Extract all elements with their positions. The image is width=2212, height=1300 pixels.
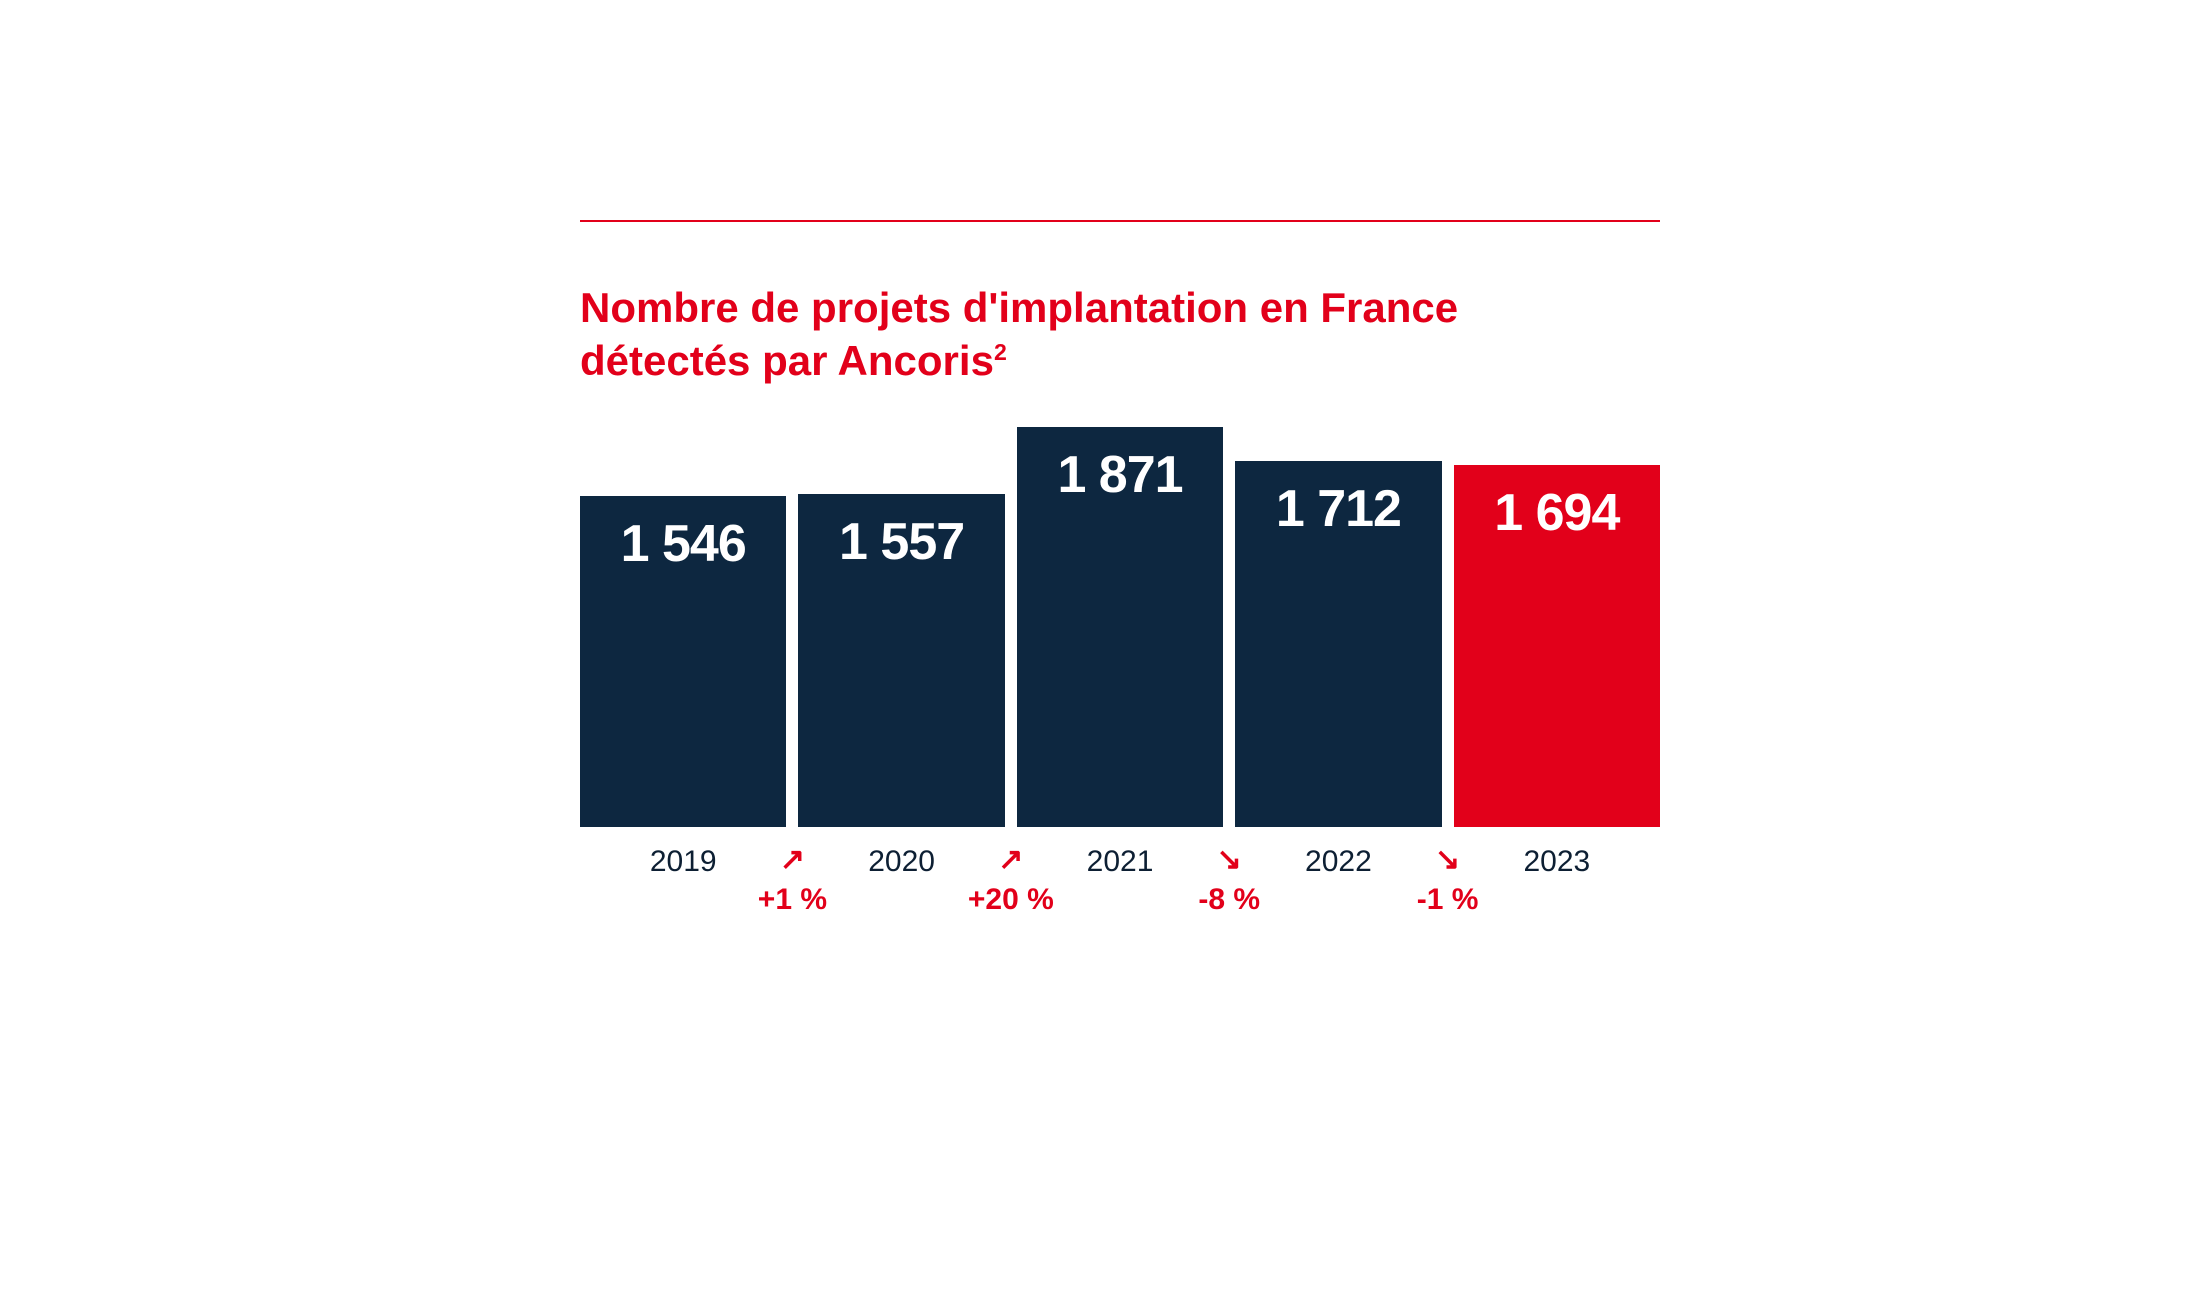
- arrow-down-icon: ↘: [1435, 845, 1460, 875]
- bar-2020: 1 557: [798, 494, 1004, 827]
- delta-cell-0: ↗ +1 %: [786, 845, 798, 879]
- year-cell-2023: 2023: [1454, 845, 1660, 879]
- arrow-up-icon: ↗: [780, 845, 805, 875]
- bar-value-2019: 1 546: [621, 496, 746, 574]
- delta-3: ↘ -1 %: [1417, 845, 1479, 917]
- bar-value-2020: 1 557: [839, 494, 964, 572]
- bar-2023: 1 694: [1454, 465, 1660, 827]
- year-label-2019: 2019: [650, 845, 717, 878]
- delta-cell-3: ↘ -1 %: [1442, 845, 1454, 879]
- chart-title-footnote: 2: [994, 339, 1007, 365]
- bars-area: 1 546 1 557 1 871 1 712 1 694: [580, 427, 1660, 827]
- chart-title-line2: détectés par Ancoris: [580, 337, 994, 384]
- year-label-2021: 2021: [1087, 845, 1154, 878]
- bar-value-2022: 1 712: [1276, 461, 1401, 539]
- labels-row: 2019 ↗ +1 % 2020 ↗ +20 % 2021 ↘ -8 %: [580, 845, 1660, 879]
- arrow-down-icon: ↘: [1217, 845, 1242, 875]
- delta-value-3: -1 %: [1417, 883, 1479, 917]
- year-cell-2022: 2022: [1235, 845, 1441, 879]
- delta-cell-2: ↘ -8 %: [1223, 845, 1235, 879]
- bar-2019: 1 546: [580, 496, 786, 827]
- chart-container: Nombre de projets d'implantation en Fran…: [580, 220, 1660, 879]
- chart-title-line1: Nombre de projets d'implantation en Fran…: [580, 284, 1458, 331]
- bar-2022: 1 712: [1235, 461, 1441, 827]
- bars-row: 1 546 1 557 1 871 1 712 1 694: [580, 427, 1660, 827]
- delta-value-2: -8 %: [1198, 883, 1260, 917]
- bar-2021: 1 871: [1017, 427, 1223, 827]
- bar-value-2023: 1 694: [1494, 465, 1619, 543]
- chart-top-rule: [580, 220, 1660, 222]
- delta-2: ↘ -8 %: [1198, 845, 1260, 917]
- chart-title: Nombre de projets d'implantation en Fran…: [580, 282, 1660, 387]
- bar-value-2021: 1 871: [1057, 427, 1182, 505]
- year-label-2020: 2020: [868, 845, 935, 878]
- delta-value-0: +1 %: [758, 883, 827, 917]
- delta-1: ↗ +20 %: [968, 845, 1054, 917]
- year-cell-2019: 2019: [580, 845, 786, 879]
- delta-cell-1: ↗ +20 %: [1005, 845, 1017, 879]
- arrow-up-icon: ↗: [998, 845, 1023, 875]
- year-label-2022: 2022: [1305, 845, 1372, 878]
- delta-0: ↗ +1 %: [758, 845, 827, 917]
- delta-value-1: +20 %: [968, 883, 1054, 917]
- year-label-2023: 2023: [1523, 845, 1590, 878]
